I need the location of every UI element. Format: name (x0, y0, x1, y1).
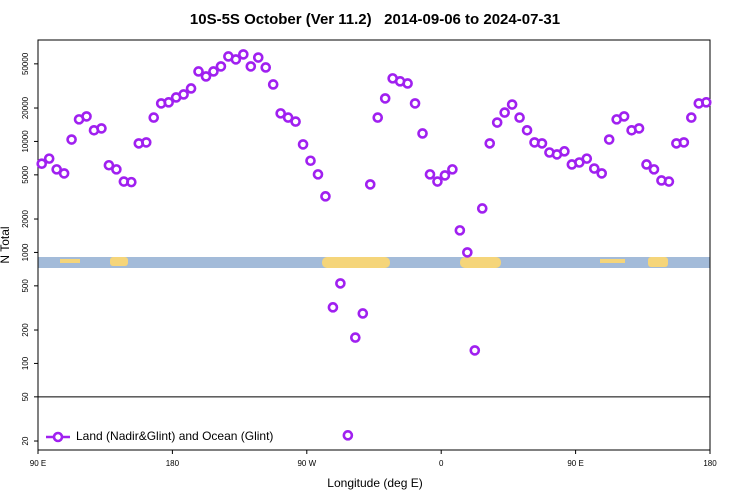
point (185, 83, 197, 94)
chart-title: 10S-5S October (Ver 11.2) 2014-09-06 to … (190, 11, 560, 28)
y-tick-label: 1000 (21, 243, 30, 261)
point (208, 66, 219, 77)
point (417, 128, 428, 139)
point (51, 164, 62, 175)
point (350, 332, 361, 343)
point (559, 146, 570, 157)
point (596, 168, 608, 179)
point (469, 345, 481, 356)
point (58, 168, 70, 179)
point (686, 112, 697, 123)
point (581, 153, 593, 164)
point (618, 111, 630, 122)
y-tick-label: 200 (21, 323, 30, 337)
point (447, 164, 458, 175)
map-band (38, 257, 710, 268)
point (327, 302, 339, 313)
x-tick-label: 180 (166, 459, 180, 468)
point (499, 107, 510, 118)
point (476, 203, 488, 214)
legend-label: Land (Nadir&Glint) and Ocean (Glint) (76, 429, 273, 443)
point (126, 176, 137, 188)
y-tick-label: 50000 (21, 52, 30, 75)
point (305, 155, 316, 167)
point (588, 163, 600, 174)
point (178, 89, 189, 100)
point (491, 117, 503, 128)
point (663, 176, 675, 187)
point (439, 170, 451, 181)
point (521, 124, 533, 136)
point (215, 61, 227, 72)
y-tick-label: 500 (21, 279, 30, 293)
y-tick-label: 5000 (21, 165, 30, 183)
point (275, 108, 286, 119)
point (648, 164, 660, 175)
point (357, 308, 369, 319)
point (290, 116, 301, 127)
point (312, 169, 324, 180)
y-tick-label: 10000 (21, 130, 30, 153)
y-axis-label: N Total (0, 226, 12, 263)
point (700, 97, 712, 108)
point (424, 169, 436, 180)
point (484, 138, 496, 149)
x-axis-label: Longitude (deg E) (327, 476, 422, 490)
point (409, 98, 421, 109)
point (111, 164, 122, 175)
point (245, 61, 257, 72)
point (260, 62, 272, 73)
point (454, 225, 466, 236)
point (193, 66, 204, 77)
point (140, 137, 152, 148)
point (163, 97, 174, 108)
point (678, 137, 690, 148)
point (267, 79, 279, 90)
point (238, 49, 249, 60)
point (633, 123, 645, 134)
y-tick-label: 50 (21, 392, 30, 401)
point (603, 134, 615, 145)
point (297, 139, 309, 150)
point (506, 99, 518, 110)
point (36, 158, 48, 170)
point (66, 134, 77, 145)
point (364, 179, 376, 190)
point (536, 138, 548, 149)
x-tick-label: 90 E (567, 459, 583, 468)
point (432, 176, 443, 187)
x-tick-label: 90 E (30, 459, 46, 468)
point (641, 159, 652, 170)
x-tick-label: 90 W (297, 459, 316, 468)
x-tick-label: 180 (703, 459, 717, 468)
plot-frame (37, 39, 711, 451)
legend-marker (52, 431, 64, 443)
point (43, 153, 55, 164)
point (148, 112, 160, 123)
point (402, 78, 413, 89)
point (81, 111, 92, 122)
point (514, 112, 525, 123)
point (372, 112, 384, 123)
point (462, 247, 473, 258)
x-tick-label: 0 (439, 459, 444, 468)
point (103, 159, 115, 171)
point (200, 71, 212, 82)
point (230, 54, 242, 65)
point (335, 278, 346, 289)
point (379, 93, 391, 104)
point (96, 123, 107, 134)
y-tick-label: 2000 (21, 210, 30, 228)
y-tick-label: 100 (21, 356, 30, 370)
y-tick-label: 20000 (21, 96, 30, 119)
point (342, 430, 354, 441)
point (252, 52, 264, 63)
point (320, 191, 331, 202)
y-tick-label: 20 (21, 436, 30, 445)
